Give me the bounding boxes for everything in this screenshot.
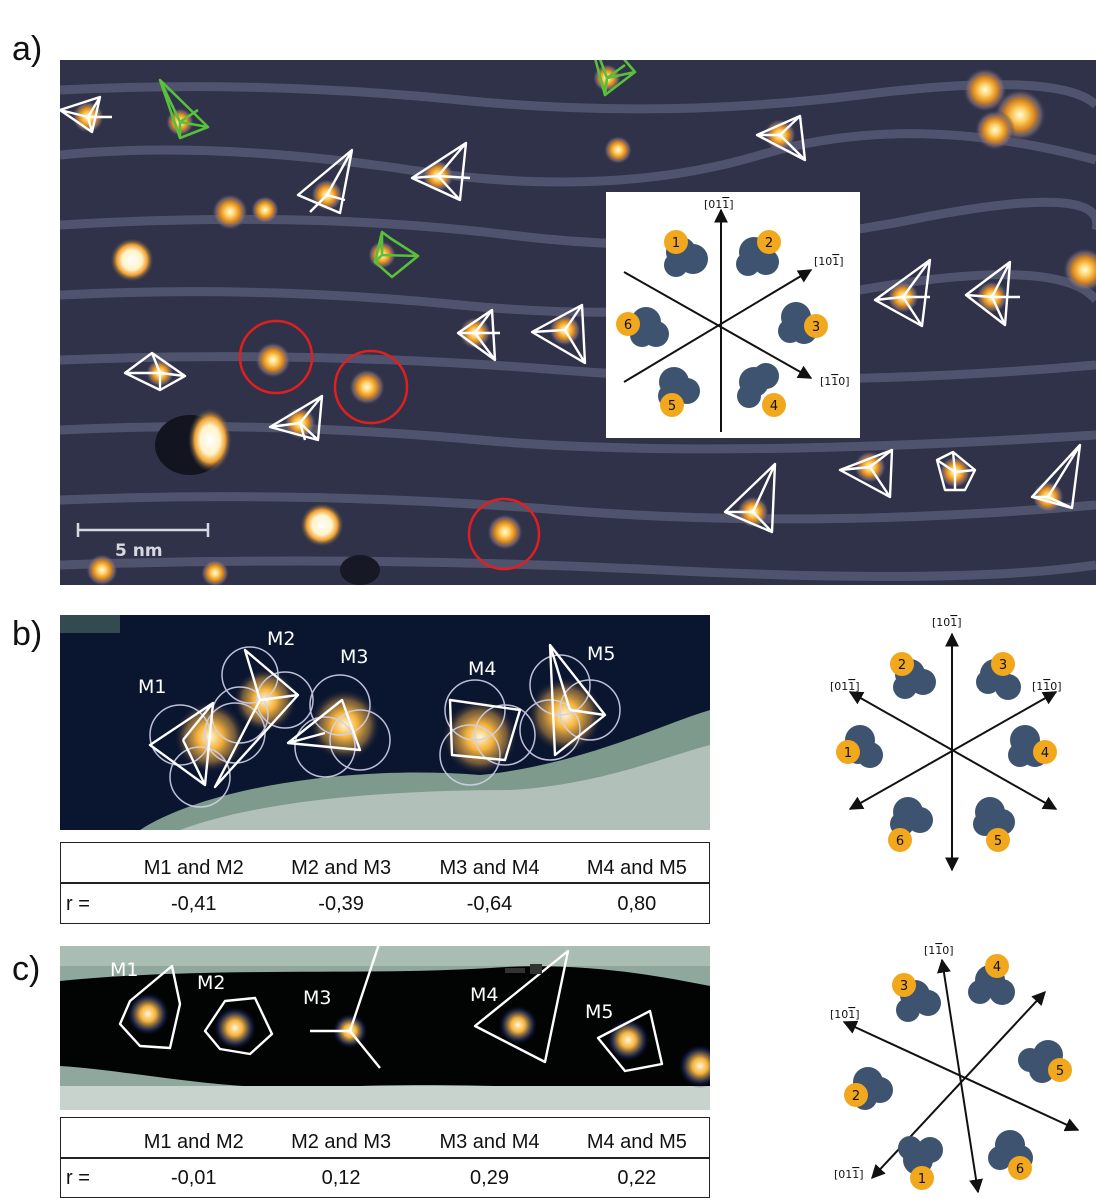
table-c-divider — [60, 1157, 710, 1159]
inset-a-num-1: 1 — [672, 236, 680, 251]
panel-b-orientation-diagram: 1 2 3 4 5 6 [101] [011] [110] — [820, 612, 1090, 877]
table-b-value-4: 0,80 — [617, 892, 657, 915]
panel-b-label: b) — [12, 615, 43, 653]
table-c-value-2: 0,12 — [321, 1166, 361, 1189]
inset-a-num-2: 2 — [765, 236, 773, 251]
scale-bar: 5 nm — [76, 523, 210, 561]
inset-a-num-4: 4 — [770, 399, 778, 414]
molecule-label-b-m1: M1 — [138, 676, 166, 698]
table-b-header-1: M1 and M2 — [143, 856, 244, 879]
table-row: r = -0,41 -0,39 -0,64 0,80 — [60, 886, 710, 922]
diag-b-num-2: 2 — [898, 658, 906, 673]
diag-c-axis-101: [101] — [830, 1008, 860, 1021]
panel-a-stm-image: 5 nm — [60, 60, 1096, 585]
panel-c-label: c) — [12, 950, 41, 988]
scale-bar-label: 5 nm — [115, 541, 163, 561]
molecule-label-c-m4: M4 — [470, 984, 498, 1006]
molecule-label-b-m4: M4 — [468, 658, 496, 680]
diag-c-num-1: 1 — [918, 1172, 926, 1187]
table-b: M1 and M2 M2 and M3 M3 and M4 M4 and M5 … — [60, 850, 710, 922]
table-c-value-4: 0,22 — [617, 1166, 657, 1189]
table-c: M1 and M2 M2 and M3 M3 and M4 M4 and M5 … — [60, 1124, 710, 1196]
table-c-value-3: 0,29 — [470, 1166, 509, 1189]
panel-c-stm-image: M1 M2 M3 M4 M5 — [60, 946, 710, 1110]
inset-a-num-6: 6 — [624, 318, 632, 333]
table-c-header-4: M4 and M5 — [586, 1130, 687, 1153]
diag-c-num-6: 6 — [1016, 1162, 1024, 1177]
red-circle-marker — [467, 497, 541, 571]
diag-c-axis-011: [011] — [834, 1168, 864, 1181]
inset-a-num-3: 3 — [812, 320, 820, 335]
diag-c-num-3: 3 — [900, 979, 908, 994]
diag-b-axis-101: [101] — [932, 616, 962, 629]
molecule-label-c-m1: M1 — [110, 959, 138, 981]
axis-110 — [623, 271, 813, 379]
inset-a-axis-011: [011] — [704, 198, 734, 211]
molecule-label-b-m5: M5 — [587, 643, 615, 665]
molecule-label-b-m3: M3 — [340, 646, 368, 668]
table-b-header-0 — [60, 850, 121, 886]
panel-b-stm-image: M1 M2 M3 M4 M5 — [60, 615, 710, 830]
panel-c-orientation-diagram: 1 2 3 4 5 6 [110] [101] [011] — [820, 940, 1090, 1198]
table-b-divider — [60, 882, 710, 884]
table-c-row-label: r = — [66, 1166, 90, 1189]
diag-c-num-5: 5 — [1056, 1064, 1064, 1079]
diag-b-axis-011: [011] — [830, 680, 860, 693]
diag-b-axis-110: [110] — [1032, 680, 1062, 693]
red-circle-marker — [238, 319, 314, 395]
inset-a-num-5: 5 — [668, 399, 676, 414]
diag-b-num-4: 4 — [1041, 746, 1049, 761]
table-c-header-2: M2 and M3 — [291, 1130, 392, 1153]
panel-a-label: a) — [12, 30, 43, 68]
diag-c-num-4: 4 — [993, 960, 1001, 975]
table-b-row-label: r = — [66, 892, 90, 915]
diag-c-num-2: 2 — [852, 1089, 860, 1104]
molecule-label-c-m5: M5 — [585, 1001, 613, 1023]
diag-b-num-3: 3 — [999, 658, 1007, 673]
table-c-header-1: M1 and M2 — [143, 1130, 244, 1153]
table-b-value-2: -0,39 — [318, 892, 364, 915]
diag-c-axis-110: [110] — [924, 944, 954, 957]
diag-b-num-5: 5 — [994, 834, 1002, 849]
panel-a-inset: 1 2 3 4 5 6 [011] [101] [110] — [606, 192, 860, 438]
red-circle-marker — [333, 349, 409, 425]
table-c-header-0 — [60, 1124, 121, 1160]
table-c-header-3: M3 and M4 — [439, 1130, 540, 1153]
molecule-label-c-m2: M2 — [197, 972, 225, 994]
table-b-header-2: M2 and M3 — [291, 856, 392, 879]
diag-b-num-1: 1 — [844, 746, 852, 761]
table-row: M1 and M2 M2 and M3 M3 and M4 M4 and M5 — [60, 850, 710, 886]
table-b-header-4: M4 and M5 — [586, 856, 687, 879]
table-b-value-3: -0,64 — [466, 892, 513, 915]
inset-a-axis-101: [101] — [814, 255, 844, 268]
table-c-value-1: -0,01 — [170, 1166, 217, 1189]
molecule-label-b-m2: M2 — [267, 628, 295, 650]
table-row: r = -0,01 0,12 0,29 0,22 — [60, 1160, 710, 1196]
inset-a-axis-110: [110] — [820, 375, 850, 388]
molecule-label-c-m3: M3 — [303, 987, 331, 1009]
table-b-value-1: -0,41 — [170, 892, 217, 915]
table-b-header-3: M3 and M4 — [439, 856, 540, 879]
table-row: M1 and M2 M2 and M3 M3 and M4 M4 and M5 — [60, 1124, 710, 1160]
diag-b-num-6: 6 — [896, 834, 904, 849]
